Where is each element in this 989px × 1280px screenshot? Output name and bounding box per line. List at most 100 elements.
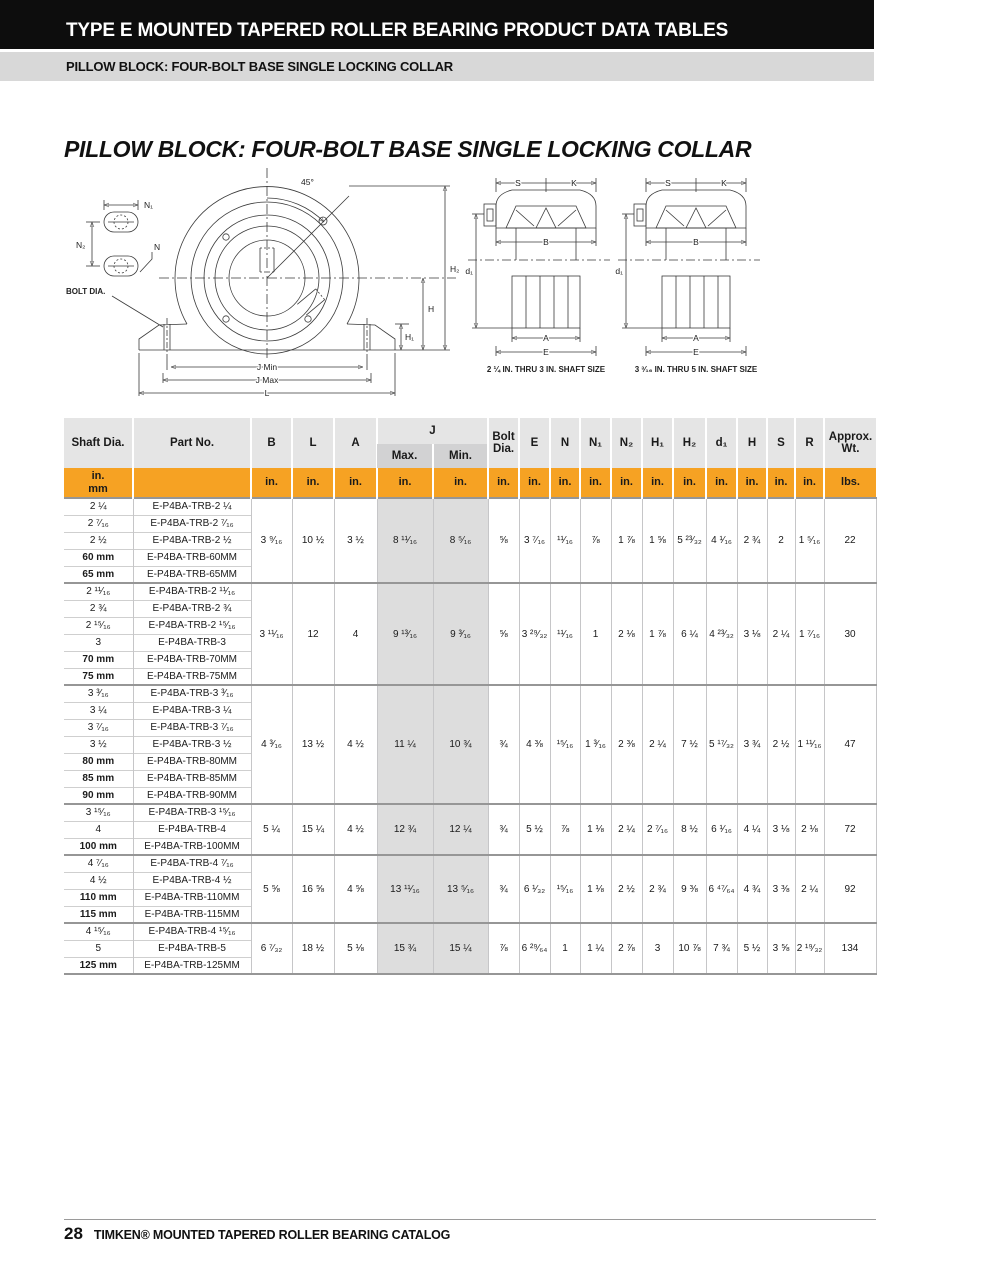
col-header-l: L	[291, 418, 334, 468]
col-header-wt: Approx. Wt.	[823, 418, 876, 468]
dim-cell: 4 ½	[333, 684, 377, 804]
part-no-cell: E-P4BA-TRB-3 ¹⁵⁄₁₆	[132, 803, 251, 821]
dim-cell: 3 ⅛	[766, 803, 795, 855]
col-header-n2: N₂	[610, 418, 642, 468]
dim-cell: 2 ¾	[736, 497, 767, 583]
dim-label-jmin: J Min	[257, 362, 278, 372]
part-no-cell: E-P4BA-TRB-75MM	[132, 667, 252, 685]
units-part	[132, 468, 251, 498]
technical-drawings: S K B d₁ A E	[66, 168, 804, 399]
shaft-dia-cell: 4 ⁷⁄₁₆	[64, 854, 133, 872]
dim-cell: 2 ¼	[641, 684, 673, 804]
shaft-dia-cell: 3 ⁷⁄₁₆	[64, 718, 133, 736]
dim-label-n1: N₁	[144, 200, 153, 210]
part-no-cell: E-P4BA-TRB-4 ¹⁵⁄₁₆	[132, 922, 251, 940]
dim-cell: 5 ¼	[250, 803, 292, 855]
dim-cell: ⅞	[579, 497, 611, 583]
dim-cell: 6 ²⁹⁄₆₄	[518, 922, 550, 975]
dim-cell: 3 ⁷⁄₁₆	[518, 497, 550, 583]
part-no-cell: E-P4BA-TRB-2 ¼	[132, 497, 251, 515]
dim-cell: 30	[823, 582, 877, 685]
dim-cell: 8 ⁵⁄₁₆	[432, 497, 488, 583]
dim-cell: 2 ⁷⁄₁₆	[641, 803, 673, 855]
dim-cell: 2 ¾	[641, 854, 673, 923]
dim-cell: 1 ⁵⁄₁₆	[794, 497, 824, 583]
part-no-cell: E-P4BA-TRB-4 ⁷⁄₁₆	[132, 854, 251, 872]
shaft-dia-cell: 100 mm	[64, 837, 133, 855]
part-no-cell: E-P4BA-TRB-2 ¾	[132, 599, 252, 617]
dim-cell: 5 ⅛	[333, 922, 377, 975]
dim-cell: 10 ¾	[432, 684, 488, 804]
dim-cell: 3 ⅜	[766, 854, 795, 923]
dim-cell: 1	[579, 582, 611, 685]
dim-cell: 3	[641, 922, 673, 975]
dim-cell: 13 ¹¹⁄₁₆	[376, 854, 433, 923]
dim-cell: 11 ¼	[376, 684, 433, 804]
front-view: 45° N₁ N₂ N BOLT DIA. H₂ H H₁ J Min J Ma…	[66, 168, 461, 399]
dim-cell: 1 ⅞	[610, 497, 642, 583]
shaft-dia-cell: 3 ³⁄₁₆	[64, 684, 133, 702]
part-no-cell: E-P4BA-TRB-100MM	[132, 837, 252, 855]
shaft-dia-cell: 2 ½	[64, 531, 133, 549]
dim-cell: 4 ¼	[736, 803, 767, 855]
shaft-dia-cell: 3 ¹⁵⁄₁₆	[64, 803, 133, 821]
dim-cell: ¹¹⁄₁₆	[549, 582, 580, 685]
dim-cell: ¾	[487, 803, 519, 855]
col-header-part: Part No.	[132, 418, 251, 468]
dim-cell: 4 ⅜	[518, 684, 550, 804]
dim-cell: 2 ¼	[610, 803, 642, 855]
dim-cell: 72	[823, 803, 877, 855]
section-view-small	[465, 178, 610, 357]
part-no-cell: E-P4BA-TRB-2 ¹⁵⁄₁₆	[132, 616, 252, 634]
part-no-cell: E-P4BA-TRB-3	[132, 633, 252, 651]
dim-cell: ¹⁵⁄₁₆	[549, 684, 580, 804]
dim-cell: 1 ⅝	[641, 497, 673, 583]
part-no-cell: E-P4BA-TRB-110MM	[132, 888, 252, 906]
top-banner: TYPE E MOUNTED TAPERED ROLLER BEARING PR…	[0, 0, 874, 49]
dim-cell: 7 ½	[672, 684, 706, 804]
dim-cell: 5 ²³⁄₃₂	[672, 497, 706, 583]
dim-cell: 6 ¹⁄₃₂	[518, 854, 550, 923]
dim-cell: 6 ¼	[672, 582, 706, 685]
dim-cell: 22	[823, 497, 877, 583]
shaft-dia-cell: 75 mm	[64, 667, 133, 685]
dim-cell: 9 ⅜	[672, 854, 706, 923]
col-header-s: S	[766, 418, 795, 468]
part-no-cell: E-P4BA-TRB-4	[132, 820, 252, 838]
part-no-cell: E-P4BA-TRB-85MM	[132, 769, 252, 787]
bolt-dia-label: BOLT DIA.	[66, 287, 105, 296]
part-no-cell: E-P4BA-TRB-70MM	[132, 650, 252, 668]
col-header-h: H	[736, 418, 767, 468]
dim-cell: ¹¹⁄₁₆	[549, 497, 580, 583]
table-row: 125 mm E-P4BA-TRB-125MM	[64, 956, 876, 975]
dim-cell: 5 ⅝	[250, 854, 292, 923]
section-view-large	[615, 178, 760, 357]
dim-cell: 4 ³⁄₁₆	[250, 684, 292, 804]
col-header-b: B	[250, 418, 292, 468]
dim-cell: 9 ¹³⁄₁₆	[376, 582, 433, 685]
dim-cell: 4 ²³⁄₃₂	[705, 582, 737, 685]
dim-cell: 10 ½	[291, 497, 334, 583]
table-row: 2 ¾ E-P4BA-TRB-2 ¾	[64, 599, 876, 617]
footer-text: TIMKEN® MOUNTED TAPERED ROLLER BEARING C…	[93, 1228, 451, 1242]
table-row: 100 mm E-P4BA-TRB-100MM	[64, 837, 876, 855]
col-header-jmax: Max.	[377, 444, 433, 468]
table-row: 2 ¹⁵⁄₁₆ E-P4BA-TRB-2 ¹⁵⁄₁₆	[64, 616, 876, 634]
dim-cell: 47	[823, 684, 877, 804]
dim-cell: 1 ⅛	[579, 803, 611, 855]
shaft-dia-cell: 4	[64, 820, 133, 838]
dim-cell: 2 ¹⁹⁄₃₂	[794, 922, 824, 975]
part-no-cell: E-P4BA-TRB-2 ½	[132, 531, 252, 549]
dim-cell: 1 ⁷⁄₁₆	[794, 582, 824, 685]
dim-cell: 2	[766, 497, 795, 583]
shaft-dia-cell: 2 ⁷⁄₁₆	[64, 514, 133, 532]
dim-cell: 2 ½	[610, 854, 642, 923]
table-row: 4 ½ E-P4BA-TRB-4 ½	[64, 871, 876, 889]
section-caption-left: 2 ¼ IN. THRU 3 IN. SHAFT SIZE	[487, 365, 606, 374]
dim-cell: 1 ⅛	[579, 854, 611, 923]
product-data-table: Shaft Dia. Part No. B L A J Bolt Dia. E …	[64, 418, 877, 975]
dim-cell: 12	[291, 582, 334, 685]
